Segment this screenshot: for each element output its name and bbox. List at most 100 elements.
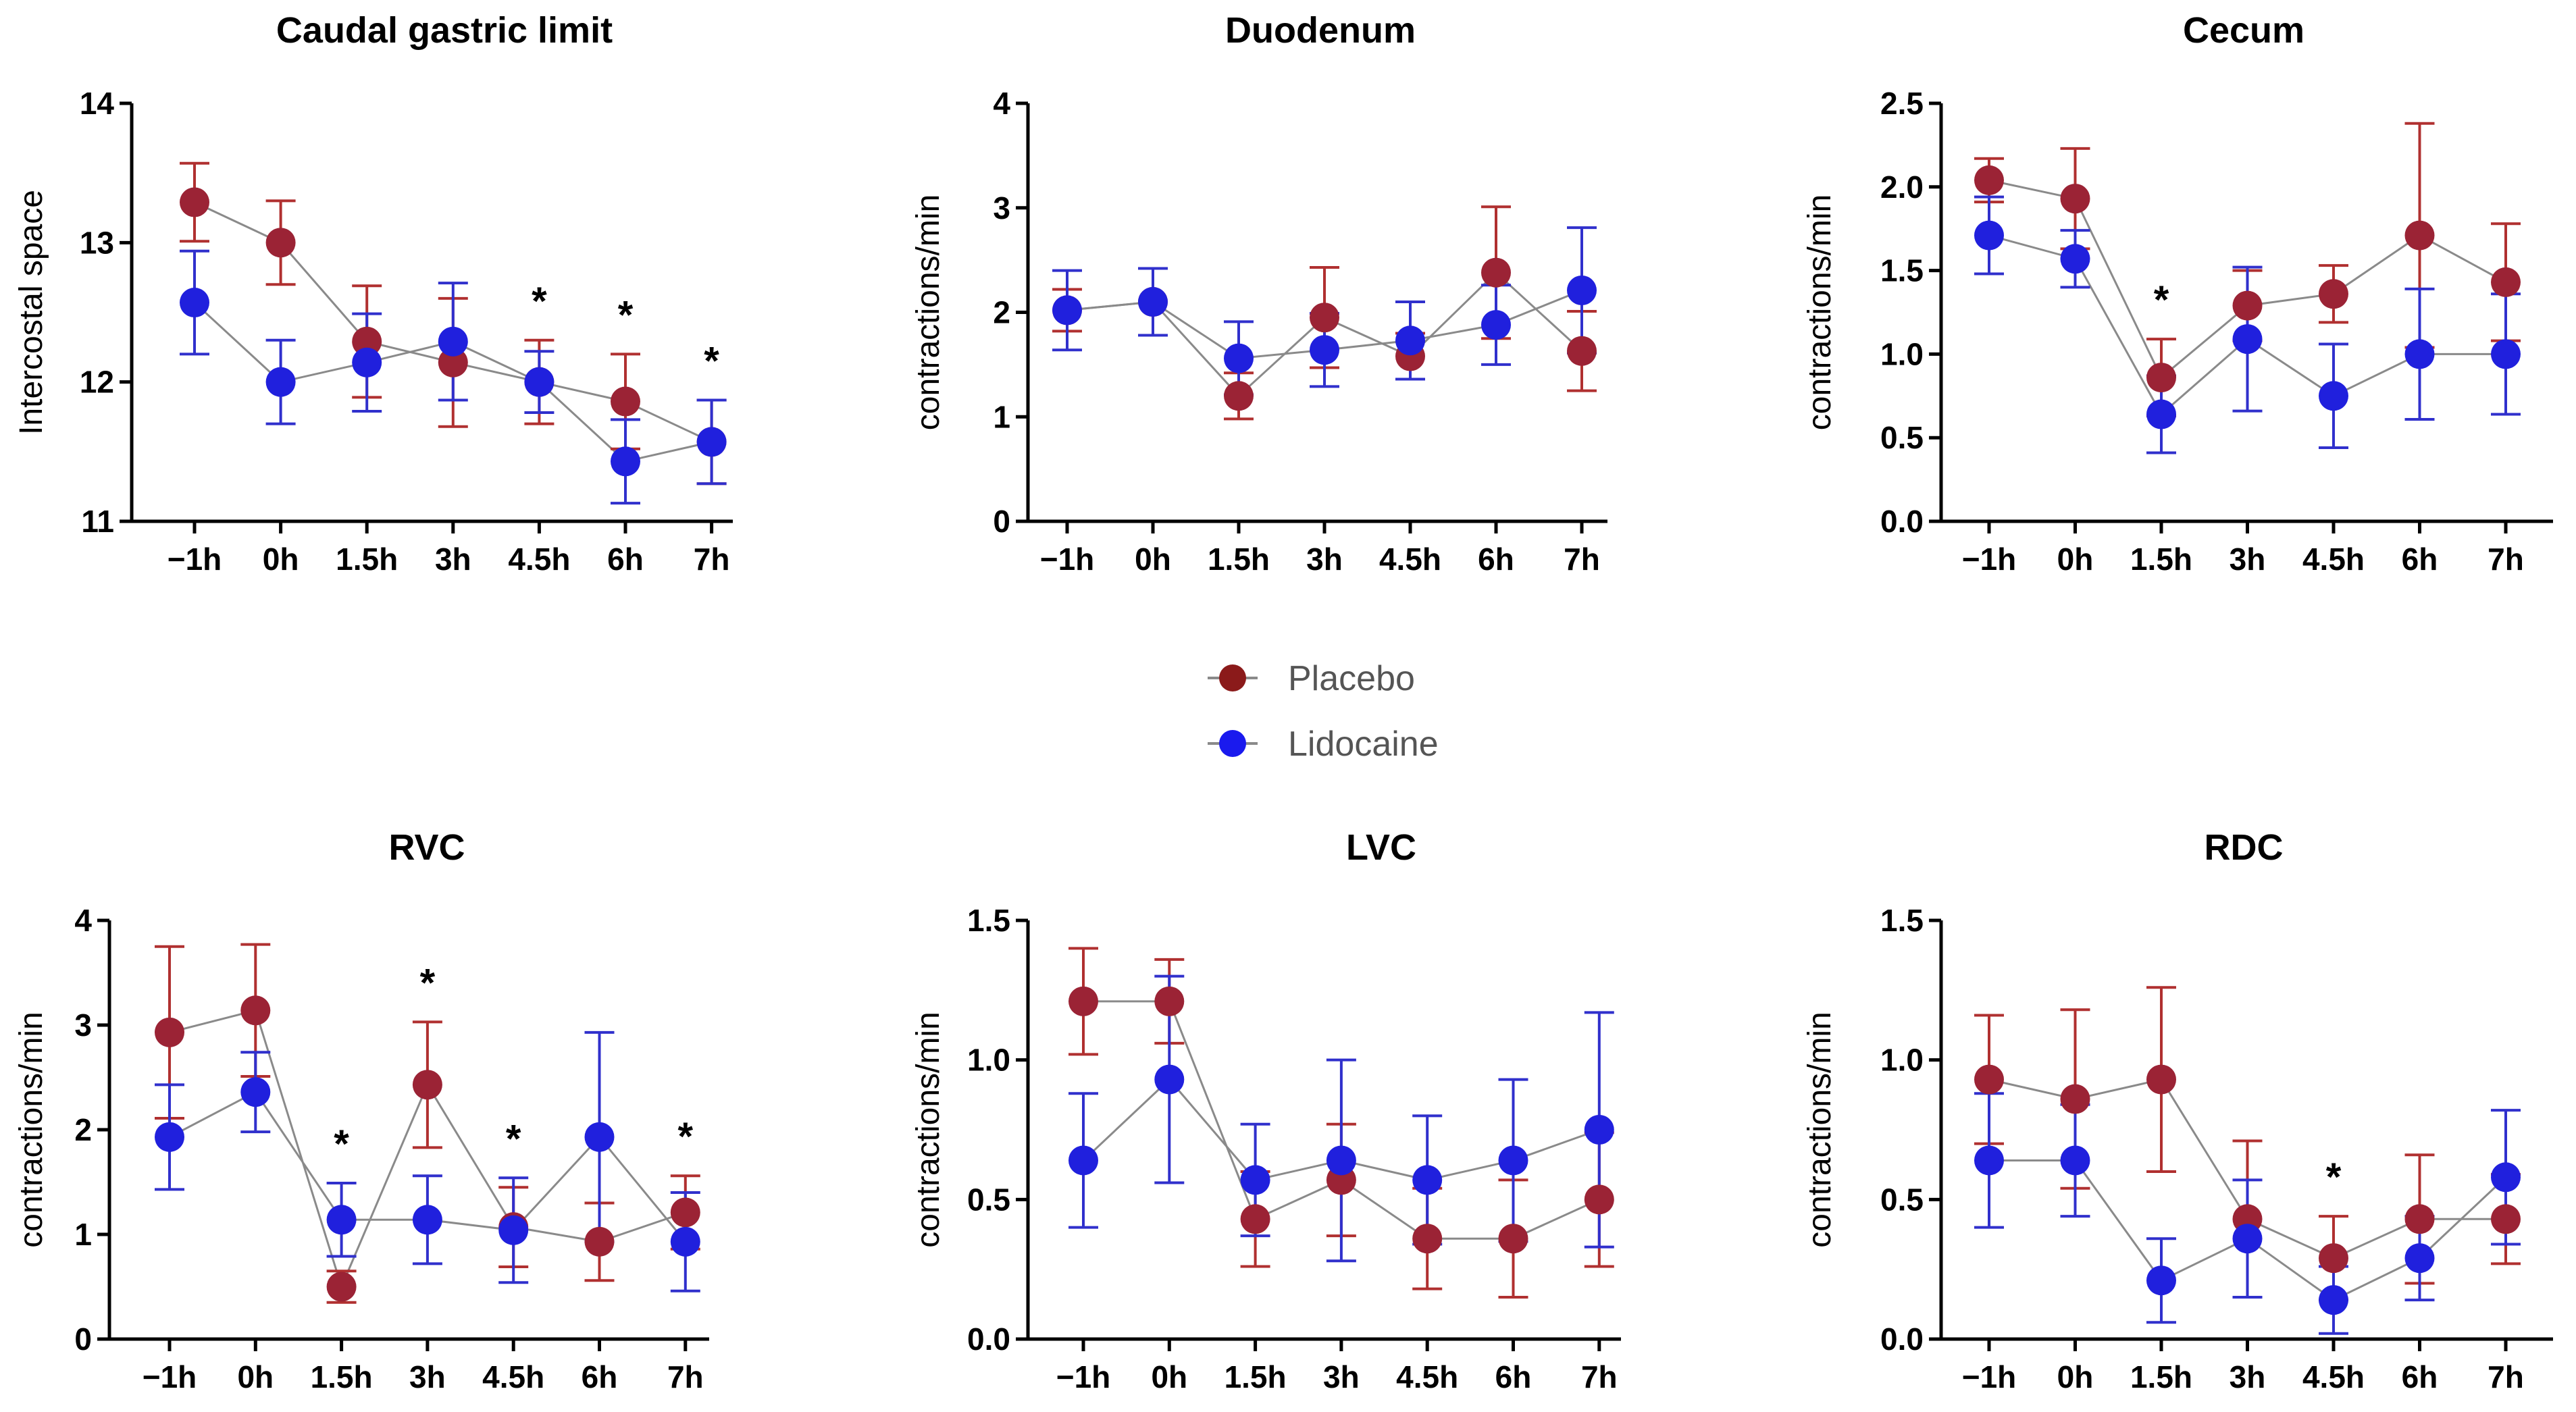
x-tick-label: 6h bbox=[2402, 542, 2438, 577]
chart-panel-5: RDC contractions/min 0.0 0.5 1.0 1.5 −1h 0h 1.5h… bbox=[1802, 827, 2553, 1394]
data-point-lidocaine bbox=[412, 1205, 442, 1235]
data-point-lidocaine bbox=[2146, 1265, 2176, 1296]
data-point-lidocaine bbox=[1310, 335, 1339, 365]
x-tick-label: 3h bbox=[435, 542, 471, 577]
x-tick-label: −1h bbox=[1962, 1359, 2017, 1394]
data-point-placebo bbox=[1224, 381, 1254, 411]
legend: Placebo Lidocaine bbox=[1208, 659, 1439, 764]
data-point-placebo bbox=[2491, 267, 2521, 297]
y-tick-label: 3 bbox=[74, 1008, 92, 1043]
significance-star: * bbox=[618, 293, 634, 337]
significance-star: * bbox=[2154, 278, 2169, 322]
y-axis-label: contractions/min bbox=[1802, 194, 1838, 430]
data-point-lidocaine bbox=[1974, 220, 2004, 251]
significance-star: * bbox=[2326, 1155, 2342, 1199]
data-point-lidocaine bbox=[1498, 1145, 1528, 1176]
data-point-placebo bbox=[2146, 363, 2176, 393]
data-point-lidocaine bbox=[1481, 310, 1511, 340]
data-point-lidocaine bbox=[438, 326, 468, 357]
chart-panel-4: LVC contractions/min 0.0 0.5 1.0 1.5 −1h 0h 1.5h… bbox=[910, 827, 1621, 1394]
data-point-lidocaine bbox=[2319, 381, 2348, 411]
y-axis-label: contractions/min bbox=[910, 1012, 946, 1247]
y-tick-label: 12 bbox=[80, 365, 114, 400]
y-tick-label: 4 bbox=[993, 86, 1010, 121]
data-point-placebo bbox=[2404, 220, 2435, 251]
data-point-placebo bbox=[2404, 1204, 2435, 1234]
data-point-placebo bbox=[326, 1272, 357, 1302]
x-tick-label: 0h bbox=[2057, 542, 2094, 577]
x-tick-label: 7h bbox=[694, 542, 730, 577]
x-tick-label: 6h bbox=[2402, 1359, 2438, 1394]
x-tick-label: 7h bbox=[1564, 542, 1600, 577]
chart-title: Cecum bbox=[2183, 10, 2304, 51]
data-point-placebo bbox=[2060, 184, 2090, 214]
x-tick-label: 3h bbox=[1306, 542, 1343, 577]
data-point-lidocaine bbox=[498, 1215, 529, 1245]
significance-star: * bbox=[506, 1117, 521, 1161]
x-tick-label: −1h bbox=[1056, 1359, 1111, 1394]
data-point-placebo bbox=[155, 1017, 184, 1047]
x-tick-label: −1h bbox=[143, 1359, 197, 1394]
y-axis-label: contractions/min bbox=[910, 194, 946, 430]
y-tick-label: 0 bbox=[993, 504, 1010, 539]
chart-panel-2: Cecum contractions/min 0.0 0.5 1.0 1.5 2.0 2.5 −… bbox=[1802, 10, 2553, 577]
y-tick-label: 0.0 bbox=[967, 1322, 1010, 1357]
data-point-placebo bbox=[1240, 1204, 1270, 1234]
data-point-lidocaine bbox=[1052, 295, 1082, 325]
data-point-lidocaine bbox=[696, 427, 727, 457]
significance-star: * bbox=[420, 961, 436, 1005]
x-tick-label: 1.5h bbox=[2130, 1359, 2192, 1394]
y-tick-label: 1.0 bbox=[1880, 1043, 1924, 1078]
significance-star: * bbox=[532, 280, 547, 323]
x-tick-label: −1h bbox=[1962, 542, 2017, 577]
data-point-placebo bbox=[265, 228, 296, 258]
y-tick-label: 0.5 bbox=[1880, 420, 1924, 455]
data-point-lidocaine bbox=[1974, 1145, 2004, 1176]
y-tick-label: 13 bbox=[80, 225, 114, 260]
data-point-lidocaine bbox=[155, 1122, 184, 1152]
legend-item-lidocaine: Lidocaine bbox=[1208, 725, 1439, 764]
data-point-placebo bbox=[670, 1197, 700, 1228]
data-point-lidocaine bbox=[1412, 1165, 1443, 1195]
chart-title: Duodenum bbox=[1225, 10, 1416, 51]
x-tick-label: 7h bbox=[1581, 1359, 1618, 1394]
data-point-placebo bbox=[1481, 257, 1511, 288]
data-point-lidocaine bbox=[1395, 325, 1425, 356]
y-tick-label: 1.5 bbox=[967, 903, 1010, 938]
data-point-lidocaine bbox=[2060, 1145, 2090, 1176]
y-tick-label: 1.5 bbox=[1880, 253, 1924, 288]
y-axis-label: contractions/min bbox=[1802, 1012, 1838, 1247]
data-point-placebo bbox=[1498, 1224, 1528, 1254]
data-point-placebo bbox=[352, 326, 382, 357]
data-point-lidocaine bbox=[240, 1077, 271, 1107]
significance-star: * bbox=[334, 1122, 349, 1166]
x-tick-label: 4.5h bbox=[1396, 1359, 1458, 1394]
x-tick-label: 6h bbox=[1478, 542, 1514, 577]
legend-label-placebo: Placebo bbox=[1288, 659, 1415, 698]
data-point-placebo bbox=[2146, 1064, 2176, 1095]
y-tick-label: 0.0 bbox=[1880, 504, 1924, 539]
x-tick-label: −1h bbox=[168, 542, 222, 577]
x-tick-label: 3h bbox=[409, 1359, 446, 1394]
data-point-placebo bbox=[438, 347, 468, 377]
data-point-lidocaine bbox=[2232, 324, 2263, 355]
x-tick-label: 4.5h bbox=[2302, 542, 2365, 577]
data-point-placebo bbox=[1412, 1224, 1443, 1254]
x-tick-label: 4.5h bbox=[2302, 1359, 2365, 1394]
y-tick-label: 0 bbox=[74, 1322, 92, 1357]
data-point-lidocaine bbox=[1326, 1145, 1356, 1176]
y-tick-label: 1.5 bbox=[1880, 903, 1924, 938]
data-point-placebo bbox=[2491, 1204, 2521, 1234]
x-tick-label: 1.5h bbox=[1225, 1359, 1287, 1394]
y-tick-label: 1.0 bbox=[1880, 336, 1924, 371]
x-tick-label: −1h bbox=[1040, 542, 1095, 577]
data-point-placebo bbox=[611, 386, 640, 417]
data-point-placebo bbox=[1068, 986, 1098, 1016]
data-point-placebo bbox=[1154, 986, 1185, 1016]
data-point-lidocaine bbox=[2491, 1162, 2521, 1193]
significance-star: * bbox=[678, 1115, 694, 1159]
y-tick-label: 1 bbox=[993, 399, 1010, 434]
y-tick-label: 2 bbox=[993, 295, 1010, 330]
x-tick-label: 1.5h bbox=[311, 1359, 373, 1394]
